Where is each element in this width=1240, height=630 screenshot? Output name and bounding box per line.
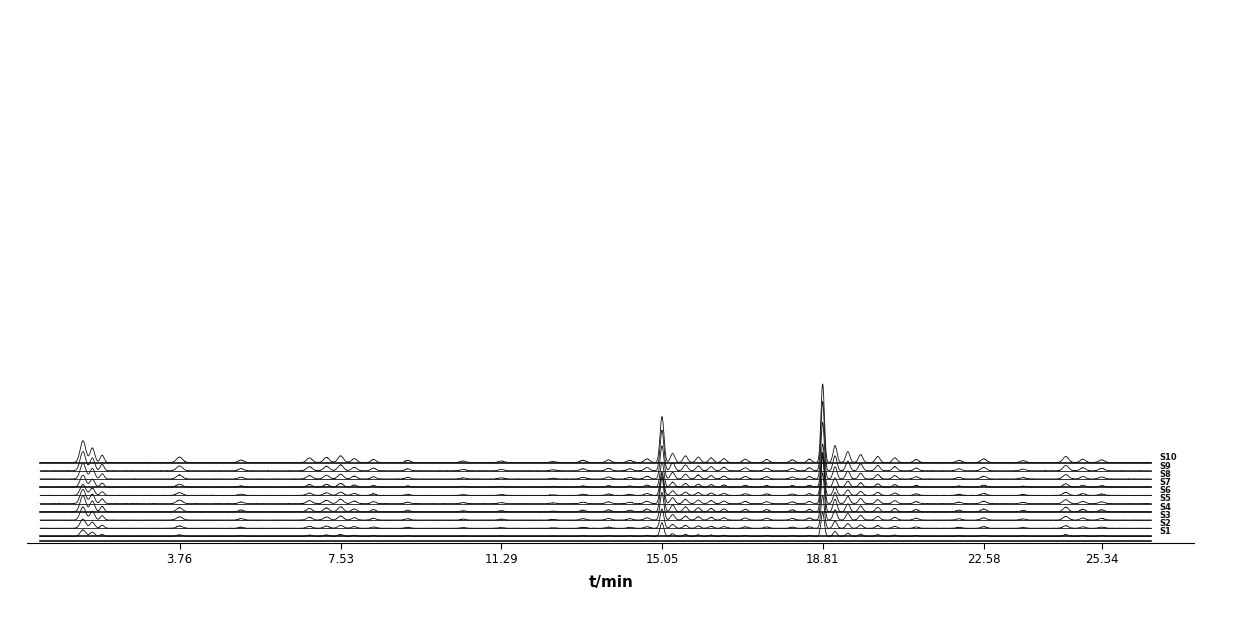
Text: S4: S4 — [1159, 503, 1172, 512]
Text: S9: S9 — [1159, 462, 1172, 471]
X-axis label: t/min: t/min — [588, 575, 634, 590]
Text: S3: S3 — [1159, 511, 1172, 520]
Text: S5: S5 — [1159, 495, 1172, 503]
Text: S6: S6 — [1159, 486, 1172, 495]
Text: S8: S8 — [1159, 470, 1172, 479]
Text: S1: S1 — [1159, 527, 1172, 536]
Text: S10: S10 — [1159, 454, 1178, 462]
Text: S2: S2 — [1159, 519, 1172, 528]
Text: S7: S7 — [1159, 478, 1172, 487]
